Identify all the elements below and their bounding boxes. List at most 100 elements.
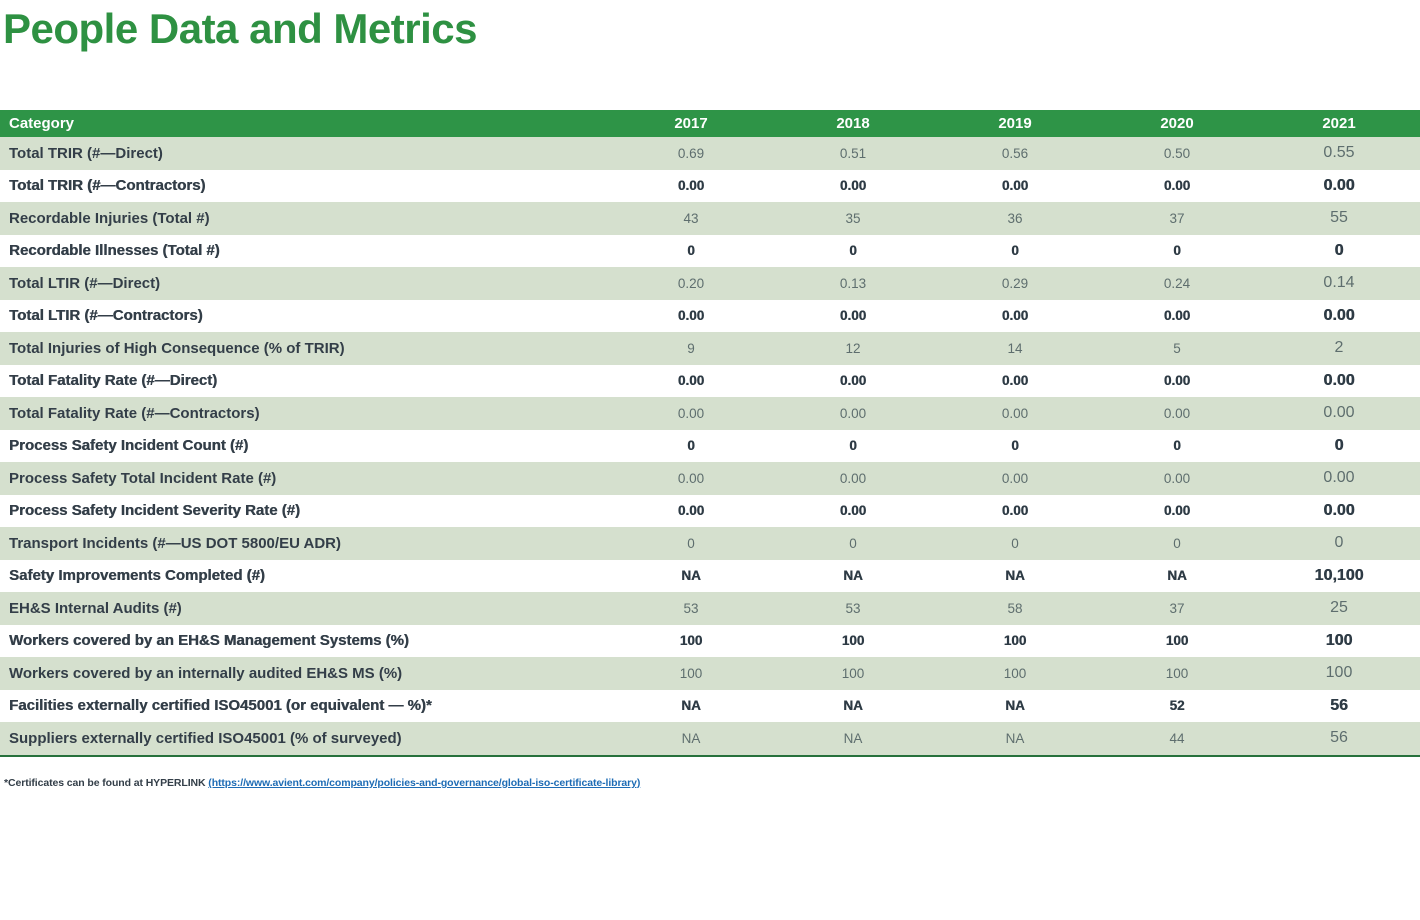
value-cell-2020: 52 [1169, 698, 1185, 714]
value-cell-2017: 0 [687, 438, 695, 454]
value-cell-2019: 0.56 [1001, 145, 1029, 161]
table-row: Total TRIR (#—Contractors) 0.00 0.00 0.00 0.… [0, 169, 1420, 202]
value-cell-2019: 100 [1003, 633, 1027, 649]
value-cell-2021: 56 [1330, 729, 1348, 747]
table-row: Total LTIR (#—Direct) 0.20 0.13 0.29 0.24 0.1… [0, 267, 1420, 300]
value-cell-2021: 10,100 [1314, 566, 1364, 584]
value-cell-2018: 0.00 [839, 470, 867, 486]
value-cell-2017: 9 [687, 340, 695, 356]
value-cell-2018: 0.13 [839, 275, 867, 291]
value-cell-2019: 58 [1007, 600, 1023, 616]
value-cell-2019: 0.00 [1001, 470, 1029, 486]
value-cell-2018: 0.00 [839, 405, 867, 421]
value-cell-2017: NA [681, 698, 701, 714]
table-row: Total TRIR (#—Direct) 0.69 0.51 0.56 0.50 0.5… [0, 137, 1420, 170]
value-cell-2021: 0.00 [1323, 306, 1355, 324]
value-cell-2021: 2 [1334, 339, 1344, 357]
value-cell-2018: 0.00 [839, 308, 867, 324]
category-cell: Total TRIR (#—Direct) [9, 144, 163, 162]
value-cell-2021: 0.14 [1323, 274, 1355, 292]
value-cell-2017: 53 [683, 600, 699, 616]
value-cell-2018: 100 [841, 633, 865, 649]
table-row: Safety Improvements Completed (#) NA NA NA N… [0, 559, 1420, 592]
value-cell-2021: 0 [1334, 534, 1344, 552]
value-cell-2017: 100 [679, 633, 703, 649]
value-cell-2020: 0.00 [1163, 373, 1191, 389]
value-cell-2019: 14 [1007, 340, 1023, 356]
value-cell-2018: 0 [849, 438, 857, 454]
value-cell-2018: 0.00 [839, 178, 867, 194]
value-cell-2021: 0.55 [1323, 144, 1355, 162]
value-cell-2019: 0 [1011, 243, 1019, 259]
footnote-link[interactable]: (https://www.avient.com/company/policies… [208, 777, 641, 789]
value-cell-2018: 100 [841, 665, 865, 681]
value-cell-2019: 0.00 [1001, 503, 1029, 519]
table-row: Total Fatality Rate (#—Contractors) 0.00 0… [0, 397, 1420, 430]
value-cell-2018: 0 [849, 243, 857, 259]
value-cell-2018: 0 [849, 535, 857, 551]
value-cell-2018: 0.00 [839, 503, 867, 519]
value-cell-2019: 0.29 [1001, 275, 1029, 291]
value-cell-2017: 0.00 [677, 405, 705, 421]
page-title: People Data and Metrics [3, 5, 477, 52]
value-cell-2020: 100 [1165, 633, 1189, 649]
value-cell-2021: 0.00 [1323, 501, 1355, 519]
value-cell-2018: 53 [845, 600, 861, 616]
category-cell: Process Safety Total Incident Rate (#) [9, 469, 277, 487]
value-cell-2018: 0.00 [839, 373, 867, 389]
value-cell-2021: 100 [1325, 631, 1353, 649]
column-header-category: Category [9, 115, 75, 132]
value-cell-2020: 0 [1173, 535, 1181, 551]
value-cell-2019: NA [1005, 568, 1025, 584]
value-cell-2017: NA [681, 730, 701, 746]
table-row: EH&S Internal Audits (#) 53 53 58 37 25 [0, 592, 1420, 625]
table-row: Workers covered by an internally audited… [0, 657, 1420, 690]
table-row: Total Injuries of High Consequence (% of… [0, 332, 1420, 365]
value-cell-2019: 0.00 [1001, 178, 1029, 194]
value-cell-2019: 0 [1011, 535, 1019, 551]
footnote: *Certificates can be found at HYPERLINK … [4, 777, 640, 789]
value-cell-2021: 0 [1334, 436, 1344, 454]
value-cell-2018: NA [843, 568, 863, 584]
table-row: Facilities externally certified ISO45001… [0, 689, 1420, 722]
value-cell-2021: 56 [1330, 696, 1348, 714]
value-cell-2018: NA [843, 730, 863, 746]
value-cell-2017: 0.00 [677, 503, 705, 519]
value-cell-2017: 0.69 [677, 145, 705, 161]
footnote-text: *Certificates can be found at HYPERLINK [4, 777, 209, 789]
value-cell-2017: 100 [679, 665, 703, 681]
value-cell-2020: 44 [1169, 730, 1185, 746]
value-cell-2020: 37 [1169, 600, 1185, 616]
value-cell-2017: 0.00 [677, 178, 705, 194]
table-row: Process Safety Incident Severity Rate (#… [0, 494, 1420, 527]
category-cell: Transport Incidents (#—US DOT 5800/EU AD… [9, 534, 342, 552]
table-row: Total LTIR (#—Contractors) 0.00 0.00 0.00 0.… [0, 299, 1420, 332]
table-row: Workers covered by an EH&S Management Sy… [0, 624, 1420, 657]
table-row: Process Safety Total Incident Rate (#) 0.… [0, 462, 1420, 495]
value-cell-2020: 0.00 [1163, 503, 1191, 519]
value-cell-2019: NA [1005, 730, 1025, 746]
value-cell-2019: 0.00 [1001, 308, 1029, 324]
value-cell-2018: 35 [845, 210, 861, 226]
value-cell-2020: 0.00 [1163, 470, 1191, 486]
category-cell: Total LTIR (#—Direct) [9, 274, 161, 292]
value-cell-2019: 100 [1003, 665, 1027, 681]
value-cell-2017: NA [681, 568, 701, 584]
value-cell-2020: 0.24 [1163, 275, 1191, 291]
table-row: Process Safety Incident Count (#) 0 0 0 0 0 [0, 429, 1420, 462]
value-cell-2021: 0.00 [1323, 404, 1355, 422]
table-header-row: Category 2017 2018 2019 2020 2021 [0, 110, 1420, 137]
table-row: Total Fatality Rate (#—Direct) 0.00 0.00 0.… [0, 364, 1420, 397]
category-cell: EH&S Internal Audits (#) [9, 599, 182, 617]
value-cell-2021: 0.00 [1323, 469, 1355, 487]
column-header-2021: 2021 [1322, 115, 1356, 132]
category-cell: Process Safety Incident Count (#) [9, 437, 249, 455]
category-cell: Workers covered by an internally audited… [9, 664, 403, 682]
value-cell-2018: NA [843, 698, 863, 714]
column-header-2019: 2019 [998, 115, 1032, 132]
column-header-2020: 2020 [1160, 115, 1194, 132]
value-cell-2021: 0.00 [1323, 371, 1355, 389]
category-cell: Facilities externally certified ISO45001… [9, 697, 432, 715]
table-body: Total TRIR (#—Direct) 0.69 0.51 0.56 0.50 0.5… [0, 137, 1420, 755]
value-cell-2021: 55 [1330, 209, 1348, 227]
